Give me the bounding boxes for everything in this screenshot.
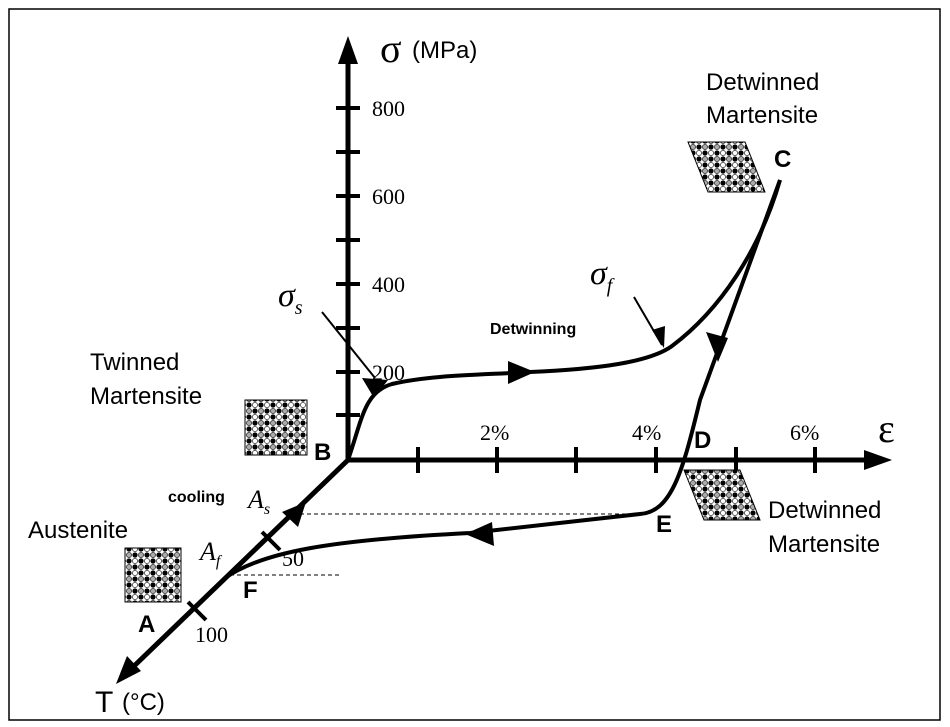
phase-label: Twinned <box>90 349 179 376</box>
subscript: f <box>607 275 615 297</box>
phase-label: Austenite <box>28 517 128 544</box>
subscript: s <box>295 297 303 319</box>
crystal-icons <box>124 141 766 603</box>
temperature-symbol: T <box>95 686 113 719</box>
strain-symbol: ε <box>878 406 895 451</box>
axes <box>116 36 892 684</box>
symbol: σ <box>278 277 296 314</box>
phase-label: Martensite <box>706 102 818 129</box>
frame <box>8 8 941 721</box>
stress-unit: (MPa) <box>412 37 477 64</box>
phase-label: Detwinned <box>706 69 819 96</box>
tick-label: 600 <box>372 184 405 209</box>
tick-label: 50 <box>282 546 304 571</box>
point-label: E <box>656 511 672 538</box>
subscript: f <box>216 553 223 570</box>
a-s: As <box>246 485 270 518</box>
tick-label: 6% <box>790 420 819 445</box>
tick-label: 4% <box>632 420 661 445</box>
phase-label: Martensite <box>90 383 202 410</box>
point-label: A <box>138 611 155 638</box>
subscript: s <box>264 501 270 518</box>
tick-label: 400 <box>372 272 405 297</box>
sigma-s: σs <box>278 277 303 319</box>
tick-label: 800 <box>372 96 405 121</box>
symbol: A <box>198 537 216 566</box>
point-label: F <box>243 577 258 604</box>
point-label: B <box>314 439 331 466</box>
symbol: σ <box>590 255 608 292</box>
sigma-f: σf <box>590 255 615 297</box>
symbol: A <box>246 485 264 514</box>
detwinning-label: Detwinning <box>490 321 576 338</box>
phase-label: Martensite <box>768 531 880 558</box>
cooling-label: cooling <box>168 489 225 506</box>
point-label: D <box>694 427 711 454</box>
a-f: Af <box>198 537 223 570</box>
phase-label: Detwinned <box>768 497 881 524</box>
curves <box>223 179 782 580</box>
tick-label: 2% <box>480 420 509 445</box>
stress-symbol: σ <box>380 26 402 71</box>
temperature-unit: (°C) <box>122 689 165 716</box>
point-label: C <box>774 146 791 173</box>
tick-label: 100 <box>195 622 228 647</box>
tick-label: 200 <box>372 360 405 385</box>
